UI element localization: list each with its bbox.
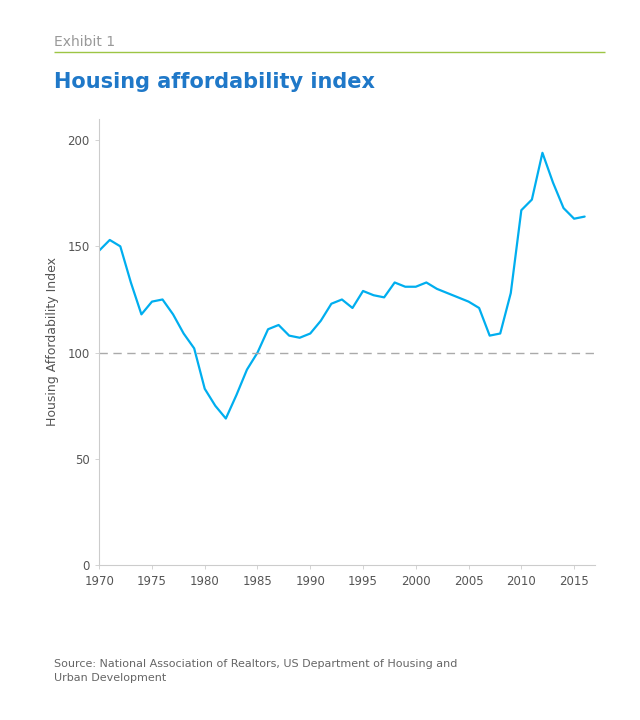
Text: Housing affordability index: Housing affordability index xyxy=(54,72,376,92)
Text: Exhibit 1: Exhibit 1 xyxy=(54,35,116,48)
Text: Source: National Association of Realtors, US Department of Housing and
Urban Dev: Source: National Association of Realtors… xyxy=(54,659,458,683)
Y-axis label: Housing Affordability Index: Housing Affordability Index xyxy=(46,258,59,426)
